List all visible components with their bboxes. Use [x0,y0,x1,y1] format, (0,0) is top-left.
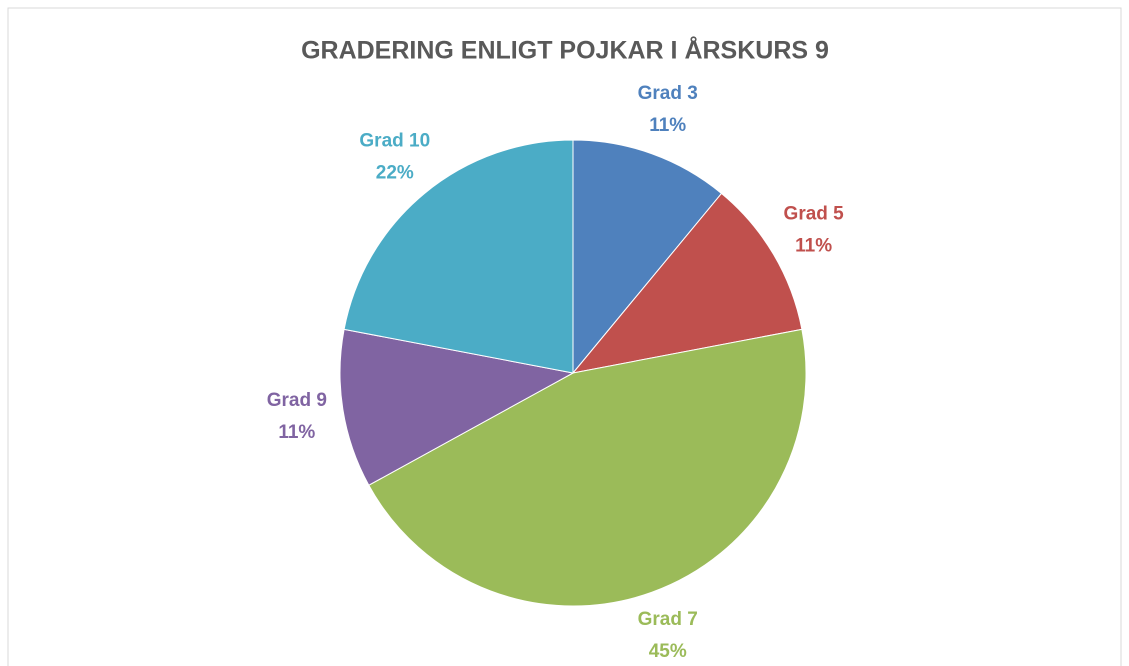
slice-label-name: Grad 10 [359,131,430,152]
chart-title: GRADERING ENLIGT POJKAR I ÅRSKURS 9 [301,36,829,65]
slice-label-value: 22% [376,163,414,184]
slice-label-value: 45% [649,641,687,662]
slice-label-value: 11% [795,236,832,257]
slice-label-value: 11% [278,422,315,443]
slice-label-name: Grad 3 [638,83,698,104]
slice-label-name: Grad 9 [267,390,327,411]
slice-label-value: 11% [649,115,686,136]
slice-label-name: Grad 5 [784,204,845,225]
pie-slice [571,192,803,374]
pie-slice [339,328,575,486]
pie-slice [343,139,574,374]
pie-slice [572,139,723,375]
pie-slice [368,328,807,607]
slice-label-name: Grad 7 [638,609,698,630]
